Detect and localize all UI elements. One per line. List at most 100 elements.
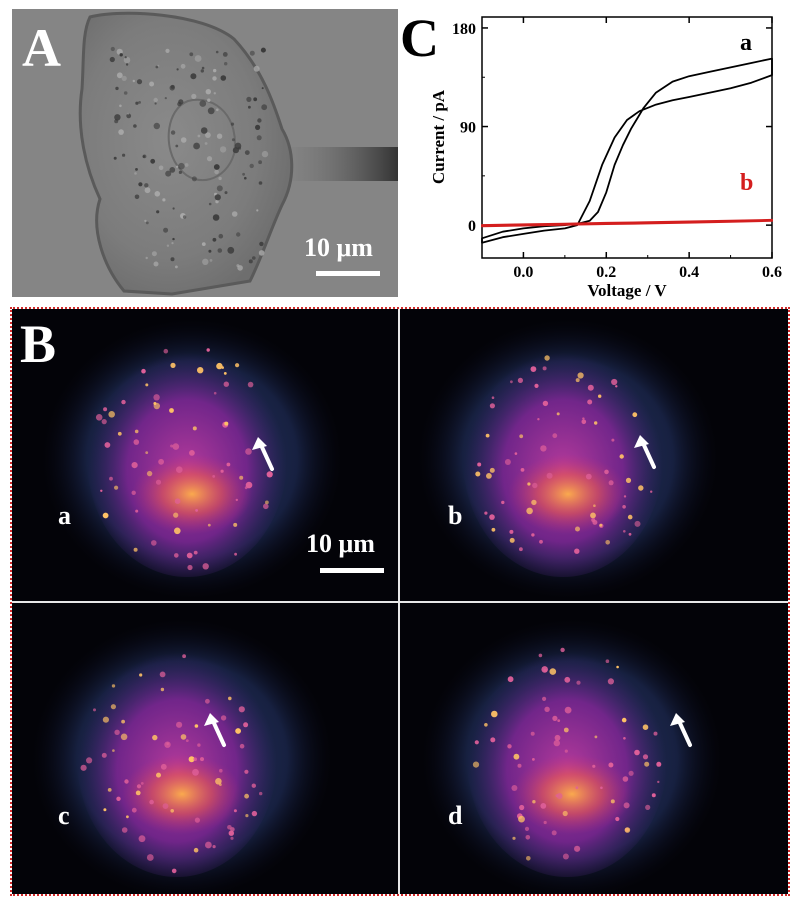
vesicle-spot bbox=[239, 475, 244, 480]
granule bbox=[145, 256, 148, 260]
granule bbox=[110, 46, 115, 52]
granule bbox=[261, 150, 269, 158]
vesicle-spot bbox=[135, 509, 139, 513]
granule bbox=[217, 248, 223, 253]
granule bbox=[209, 259, 213, 262]
vesicle-spot bbox=[101, 752, 107, 758]
fluorescence-image bbox=[422, 619, 722, 894]
vesicle-spot bbox=[247, 381, 254, 388]
vesicle-spot bbox=[121, 399, 126, 405]
vesicle-spot bbox=[608, 480, 614, 486]
vesicle-spot bbox=[644, 761, 650, 767]
vesicle-spot bbox=[546, 472, 553, 479]
vesicle-spot bbox=[622, 776, 629, 782]
vesicle-spot bbox=[509, 529, 514, 534]
vesicle-spot bbox=[152, 734, 158, 741]
y-axis-ticks: 0 90 180 bbox=[452, 21, 772, 235]
vesicle-spot bbox=[235, 728, 242, 734]
vesicle-spot bbox=[234, 552, 238, 556]
granule bbox=[256, 135, 262, 141]
bright-region bbox=[508, 454, 628, 534]
vesicle-spot bbox=[245, 448, 252, 455]
granule bbox=[171, 242, 174, 245]
frame-label-d: d bbox=[448, 801, 463, 830]
granule bbox=[175, 144, 179, 148]
vesicle-spot bbox=[216, 362, 223, 370]
vesicle-spot bbox=[207, 523, 211, 527]
vesicle-spot bbox=[623, 530, 626, 533]
granule bbox=[125, 63, 129, 66]
vesicle-spot bbox=[138, 835, 146, 843]
vesicle-spot bbox=[149, 799, 154, 805]
granule bbox=[207, 107, 215, 115]
vesicle-spot bbox=[86, 757, 93, 764]
x-axis-ticks: 0.0 0.2 0.4 0.6 bbox=[481, 17, 782, 281]
granule bbox=[124, 56, 127, 59]
vesicle-spot bbox=[610, 799, 615, 804]
vesicle-spot bbox=[474, 740, 479, 745]
arrow-indicator bbox=[634, 435, 656, 469]
vesicle-spot bbox=[104, 442, 111, 448]
granule bbox=[172, 207, 175, 210]
vesicle-spot bbox=[193, 847, 199, 853]
vesicle-spot bbox=[544, 355, 550, 361]
granule bbox=[205, 89, 211, 95]
bright-region bbox=[512, 754, 632, 834]
vesicle-spot bbox=[124, 779, 129, 784]
vesicle-spot bbox=[195, 509, 199, 512]
vesicle-spot bbox=[562, 810, 568, 817]
vesicle-spot bbox=[133, 439, 140, 445]
granule bbox=[224, 62, 228, 66]
vesicle-spot bbox=[587, 399, 593, 405]
vesicle-spot bbox=[537, 418, 540, 421]
vesicle-spot bbox=[135, 790, 141, 796]
vesicle-spot bbox=[532, 800, 536, 804]
vesicle-spot bbox=[101, 419, 107, 425]
granule bbox=[133, 124, 137, 128]
granule bbox=[118, 129, 124, 135]
granule bbox=[255, 124, 261, 130]
granule bbox=[258, 181, 263, 185]
frame-label-a: a bbox=[58, 501, 71, 530]
vesicle-spot bbox=[116, 796, 121, 801]
panel-a-brightfield: A 10 μm bbox=[12, 9, 398, 297]
vesicle-spot bbox=[238, 706, 245, 713]
vesicle-spot bbox=[265, 500, 269, 505]
vesicle-spot bbox=[514, 452, 518, 455]
granule bbox=[164, 97, 167, 100]
granule bbox=[236, 232, 241, 237]
vesicle-spot bbox=[507, 744, 512, 749]
vesicle-spot bbox=[560, 647, 565, 653]
vesicle-spot bbox=[251, 810, 258, 817]
vesicle-spot bbox=[634, 520, 641, 527]
granule bbox=[136, 79, 143, 85]
vesicle-spot bbox=[605, 659, 610, 663]
granule bbox=[153, 97, 158, 103]
x-axis-label: Voltage / V bbox=[587, 281, 667, 300]
vesicle-spot bbox=[80, 764, 87, 771]
vesicle-spot bbox=[139, 673, 143, 677]
granule bbox=[154, 102, 157, 105]
vesicle-spot bbox=[564, 676, 571, 683]
vesicle-spot bbox=[187, 564, 193, 571]
vesicle-spot bbox=[611, 378, 618, 386]
vesicle-spot bbox=[519, 547, 523, 552]
vesicle-spot bbox=[616, 665, 619, 669]
vesicle-spot bbox=[519, 434, 524, 439]
vesicle-spot bbox=[532, 482, 538, 489]
y-axis-label: Current / pA bbox=[429, 89, 448, 184]
granule bbox=[180, 137, 187, 143]
vesicle-spot bbox=[542, 400, 549, 407]
vesicle-spot bbox=[151, 540, 157, 546]
vesicle-spot bbox=[556, 412, 560, 416]
vesicle-spot bbox=[103, 407, 108, 412]
granule bbox=[178, 99, 184, 105]
granule bbox=[154, 191, 161, 197]
vesicle-spot bbox=[200, 757, 204, 762]
panel-letter-c: C bbox=[400, 8, 439, 68]
granule bbox=[135, 101, 139, 105]
vesicle-spot bbox=[653, 731, 658, 736]
vesicle-spot bbox=[582, 417, 585, 420]
granule bbox=[222, 52, 228, 57]
vesicle-spot bbox=[489, 403, 495, 409]
